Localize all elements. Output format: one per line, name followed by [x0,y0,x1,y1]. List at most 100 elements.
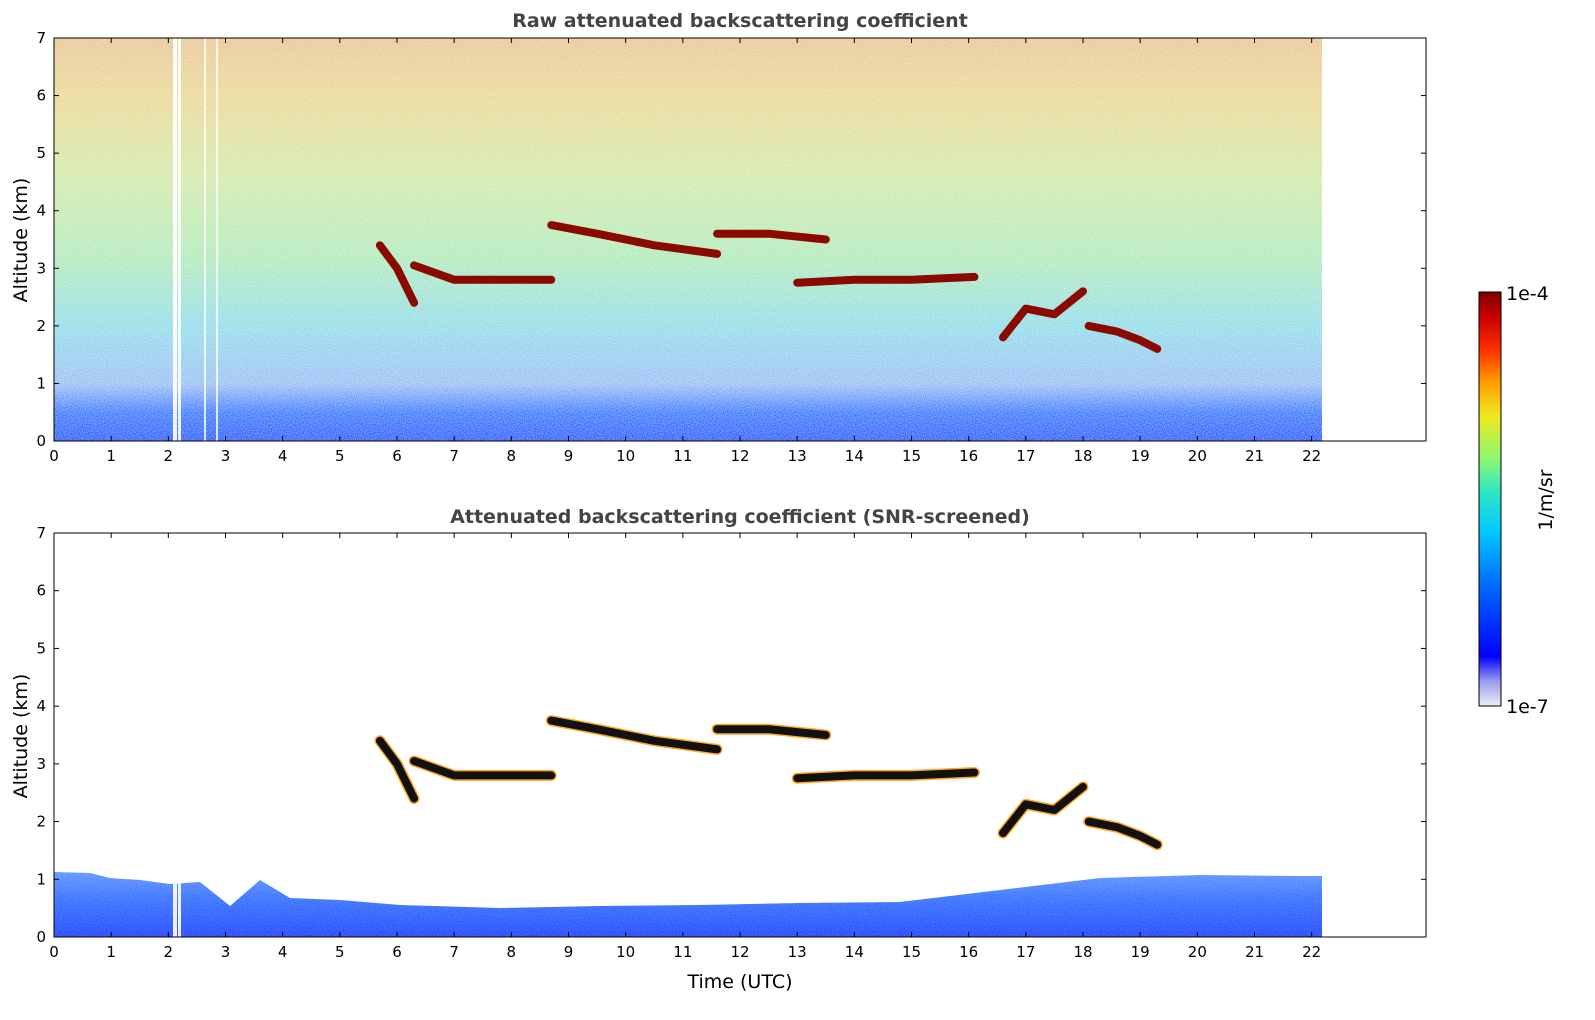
raw-y-tick-label: 7 [36,29,46,47]
raw-y-tick-label: 1 [36,374,46,392]
snr-screened-panel: Attenuated backscattering coefficient (S… [10,506,1427,993]
raw-x-tick-label: 2 [164,447,174,465]
raw-x-tick-label: 19 [1131,447,1150,465]
snr-y-axis: 0 1 2 3 4 5 6 7 [36,524,1426,946]
x-axis-label: Time (UTC) [686,971,792,993]
raw-x-tick-label: 0 [49,447,59,465]
cloud-layer [713,725,830,739]
raw-x-tick-label: 11 [673,447,692,465]
snr-x-tick-label: 16 [959,943,978,961]
raw-x-tick-label: 1 [106,447,116,465]
snr-x-tick-label: 6 [392,943,402,961]
snr-x-tick-label: 13 [788,943,807,961]
raw-dropout-stripe [204,38,206,441]
raw-x-tick-label: 6 [392,447,402,465]
colorbar-max-label: 1e-4 [1506,283,1549,305]
cloud-layer [547,716,722,754]
raw-noise-speckle [54,38,1322,441]
cloud-layer [1084,817,1162,849]
raw-x-tick-label: 4 [278,447,288,465]
raw-x-tick-label: 5 [335,447,345,465]
snr-y-tick-label: 5 [36,639,46,657]
raw-dropout-stripe [216,38,218,441]
snr-x-tick-label: 18 [1073,943,1092,961]
raw-backscatter-image [54,38,1322,441]
cloud-layer [375,241,419,307]
raw-x-tick-label: 13 [788,447,807,465]
raw-x-axis: 0 1 2 3 4 5 6 7 8 9 10 11 12 13 14 15 16 17 18 19 20 21 22 [49,38,1321,465]
raw-x-tick-label: 12 [730,447,749,465]
raw-x-tick-label: 21 [1245,447,1264,465]
raw-x-tick-label: 3 [221,447,231,465]
raw-x-tick-label: 9 [564,447,574,465]
raw-y-tick-label: 3 [36,259,46,277]
raw-panel-title: Raw attenuated backscattering coefficien… [512,10,968,32]
raw-y-tick-label: 0 [36,432,46,450]
raw-x-tick-label: 8 [507,447,517,465]
snr-x-tick-label: 9 [564,943,574,961]
colorbar: 1e-4 1e-7 1/m/sr [1478,283,1557,718]
snr-x-tick-label: 20 [1188,943,1207,961]
snr-y-tick-label: 7 [36,524,46,542]
snr-y-axis-label: Altitude (km) [10,674,32,799]
cloud-layer [999,287,1087,342]
raw-y-tick-label: 5 [36,144,46,162]
raw-y-tick-label: 6 [36,87,46,105]
snr-x-tick-label: 8 [507,943,517,961]
snr-x-tick-label: 3 [221,943,231,961]
snr-backscatter-image [54,865,1322,937]
snr-x-tick-label: 17 [1016,943,1035,961]
raw-dropout-stripe [178,38,181,441]
snr-x-tick-label: 15 [902,943,921,961]
raw-x-tick-label: 7 [449,447,459,465]
raw-x-tick-label: 16 [959,447,978,465]
cloud-layer [1084,321,1162,353]
raw-y-tick-label: 4 [36,202,46,220]
snr-x-tick-label: 22 [1302,943,1321,961]
snr-x-tick-label: 2 [164,943,174,961]
raw-x-tick-label: 10 [616,447,635,465]
cloud-layer [410,261,556,284]
raw-x-tick-label: 14 [845,447,864,465]
snr-panel-title: Attenuated backscattering coefficient (S… [450,506,1030,528]
cloud-layer [793,768,979,783]
cloud-layer [547,221,722,258]
snr-x-tick-label: 7 [449,943,459,961]
snr-x-tick-label: 5 [335,943,345,961]
raw-y-axis: 0 1 2 3 4 5 6 7 [36,29,1426,450]
snr-x-tick-label: 19 [1131,943,1150,961]
raw-x-tick-label: 22 [1302,447,1321,465]
colorbar-gradient [1478,291,1502,707]
snr-y-tick-label: 0 [36,928,46,946]
snr-dropout-stripe [173,880,177,937]
raw-y-axis-label: Altitude (km) [10,178,32,303]
snr-cloud-layers [374,715,1163,851]
snr-x-axis: 0 1 2 3 4 5 6 7 8 9 10 11 12 13 14 15 16 17 18 19 20 21 22 [49,533,1321,961]
snr-x-tick-label: 12 [730,943,749,961]
snr-x-tick-label: 4 [278,943,288,961]
snr-y-tick-label: 2 [36,813,46,831]
snr-y-tick-label: 3 [36,755,46,773]
colorbar-min-label: 1e-7 [1506,696,1549,718]
snr-x-tick-label: 10 [616,943,635,961]
raw-dropout-stripe [173,38,177,441]
raw-backscatter-panel: Raw attenuated backscattering coefficien… [10,10,1427,465]
cloud-layer [375,736,419,803]
snr-x-tick-label: 1 [106,943,116,961]
colorbar-unit-label: 1/m/sr [1535,469,1557,530]
snr-dropout-stripe [178,880,181,937]
raw-cloud-layers [375,221,1162,353]
snr-y-tick-label: 4 [36,697,46,715]
snr-x-tick-label: 0 [49,943,59,961]
raw-x-tick-label: 17 [1016,447,1035,465]
snr-x-tick-label: 11 [673,943,692,961]
raw-x-tick-label: 15 [902,447,921,465]
snr-y-tick-label: 6 [36,582,46,600]
cloud-layer [793,272,979,287]
snr-x-tick-label: 14 [845,943,864,961]
snr-y-tick-label: 1 [36,870,46,888]
snr-noise-speckle [54,865,1322,937]
cloud-layer [713,229,830,244]
cloud-layer [410,757,556,780]
